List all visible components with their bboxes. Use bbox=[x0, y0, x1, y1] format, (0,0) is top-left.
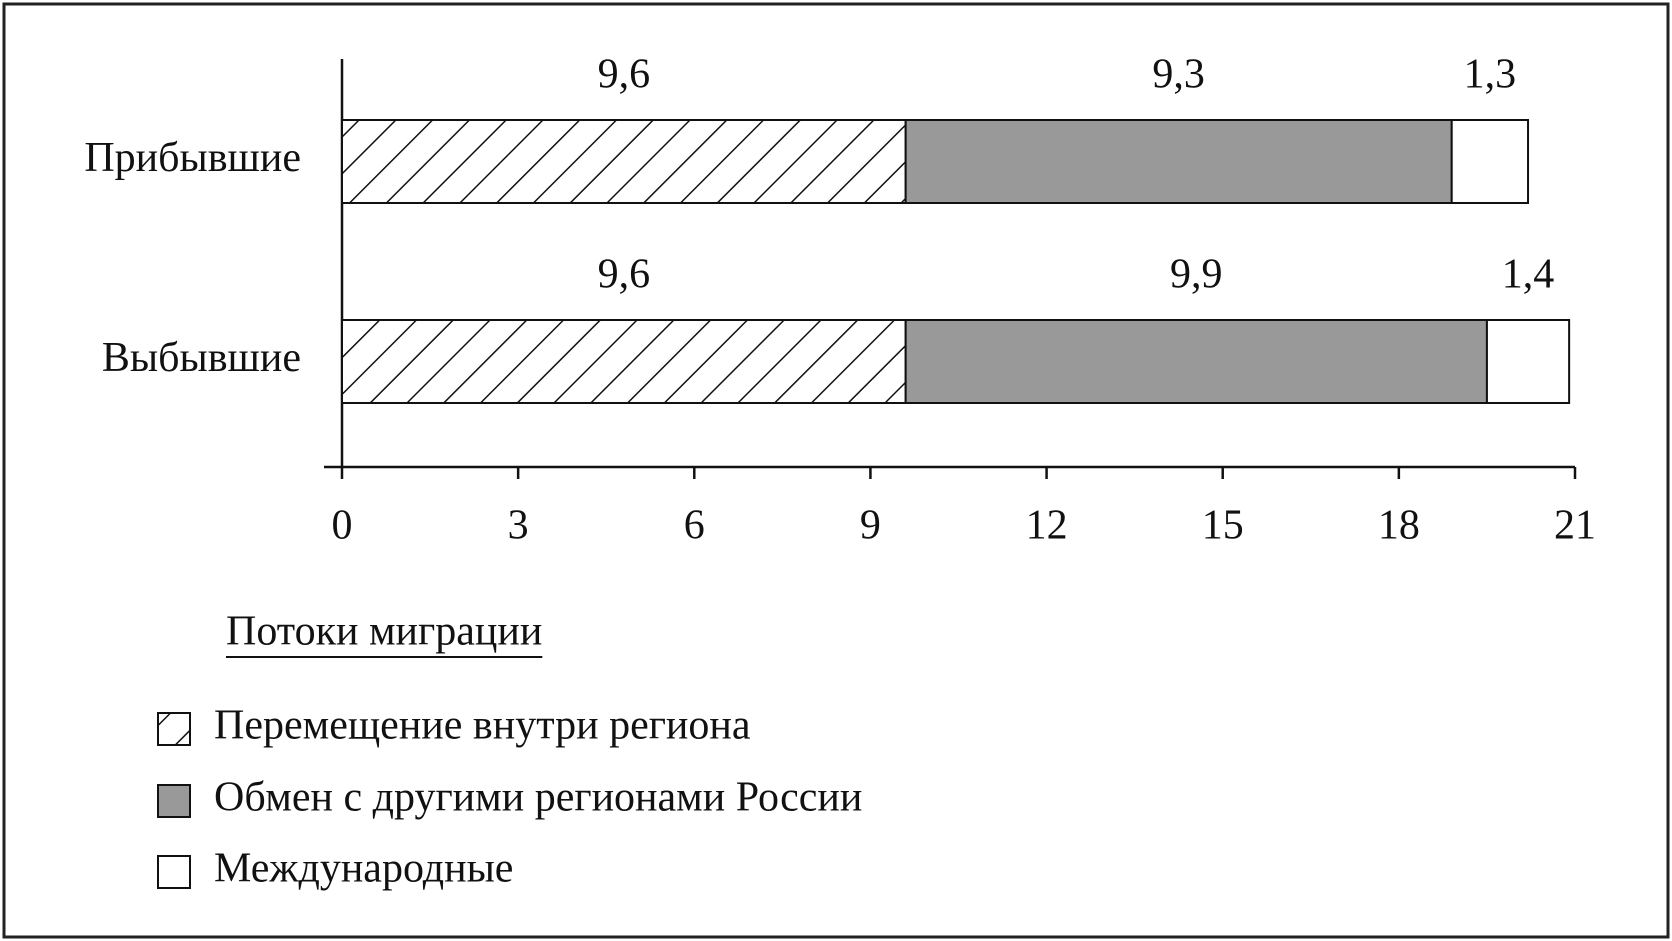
value-label: 9,9 bbox=[1170, 252, 1223, 298]
legend-label: Обмен с другими регионами России bbox=[214, 775, 862, 821]
legend-label: Перемещение внутри региона bbox=[214, 703, 751, 749]
legend-title: Потоки миграции bbox=[226, 609, 542, 655]
category-label: Выбывшие bbox=[102, 335, 301, 381]
legend-swatch bbox=[157, 784, 191, 818]
bar-segment bbox=[1450, 119, 1530, 204]
x-tick-label: 3 bbox=[508, 503, 529, 549]
x-tick-label: 9 bbox=[860, 503, 881, 549]
bar-segment bbox=[341, 319, 907, 404]
legend-swatch bbox=[157, 855, 191, 889]
bar-segment bbox=[1485, 319, 1571, 404]
x-tick-label: 12 bbox=[1026, 503, 1068, 549]
x-tick-label: 21 bbox=[1554, 503, 1596, 549]
value-label: 1,4 bbox=[1502, 252, 1555, 298]
x-tick-label: 18 bbox=[1378, 503, 1420, 549]
x-tick-label: 15 bbox=[1202, 503, 1244, 549]
category-label: Прибывшие bbox=[84, 135, 301, 181]
bar-segment bbox=[904, 119, 1453, 204]
legend-swatch bbox=[157, 712, 191, 746]
value-label: 9,6 bbox=[598, 252, 651, 298]
value-label: 9,6 bbox=[598, 52, 651, 98]
bar-segment bbox=[904, 319, 1488, 404]
value-label: 9,3 bbox=[1152, 52, 1205, 98]
legend-label: Международные bbox=[214, 846, 513, 892]
bar-segment bbox=[341, 119, 907, 204]
value-label: 1,3 bbox=[1464, 52, 1517, 98]
x-tick-label: 0 bbox=[332, 503, 353, 549]
x-tick-label: 6 bbox=[684, 503, 705, 549]
